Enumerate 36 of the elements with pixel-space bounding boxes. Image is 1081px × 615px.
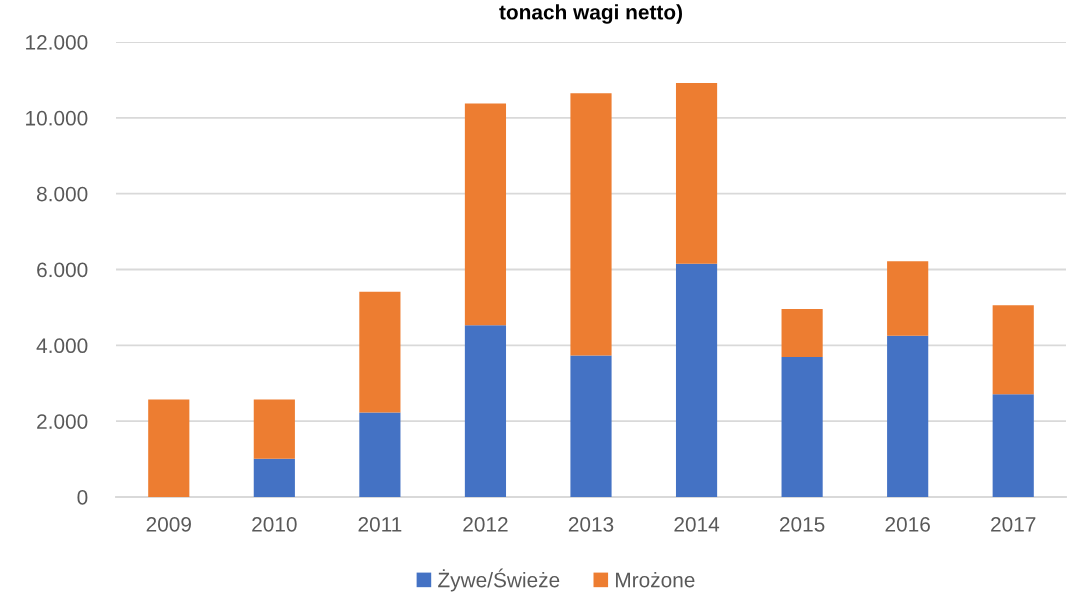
bar xyxy=(253,458,295,497)
bar xyxy=(570,355,612,497)
bar xyxy=(570,93,612,356)
bar xyxy=(675,263,718,497)
bar xyxy=(148,399,190,497)
bar xyxy=(992,305,1034,395)
legend-label: Żywe/Świeże xyxy=(438,568,560,592)
x-tick-label: 2011 xyxy=(358,516,402,532)
legend-label: Mrożone xyxy=(616,572,695,588)
bar xyxy=(887,335,929,497)
x-tick-label: 2016 xyxy=(885,516,930,532)
bar xyxy=(359,412,401,497)
x-tick-label: 2012 xyxy=(463,516,508,532)
bar xyxy=(781,357,823,497)
y-tick-label: 4.000 xyxy=(36,338,88,354)
x-tick-label: 2009 xyxy=(146,516,191,532)
bar xyxy=(464,325,507,497)
bar xyxy=(359,291,401,413)
x-tick-label: 2017 xyxy=(991,516,1036,532)
bar xyxy=(887,261,929,336)
bar xyxy=(464,103,507,326)
x-tick-label: 2014 xyxy=(674,516,720,532)
y-tick-label: 12.000 xyxy=(26,35,88,50)
bar xyxy=(781,308,823,358)
y-tick-label: 8.000 xyxy=(37,186,88,202)
x-tick-label: 2010 xyxy=(252,516,297,532)
y-tick-label: 10.000 xyxy=(26,110,88,126)
y-tick-label: 0 xyxy=(77,490,88,505)
bar xyxy=(992,394,1034,497)
y-tick-label: 2.000 xyxy=(37,414,88,429)
bar xyxy=(253,399,295,459)
chart-title: tonach wagi netto) xyxy=(499,4,682,24)
y-tick-label: 6.000 xyxy=(37,262,88,278)
x-tick-label: 2015 xyxy=(779,516,825,532)
bar xyxy=(675,82,718,264)
x-tick-label: 2013 xyxy=(568,516,614,532)
